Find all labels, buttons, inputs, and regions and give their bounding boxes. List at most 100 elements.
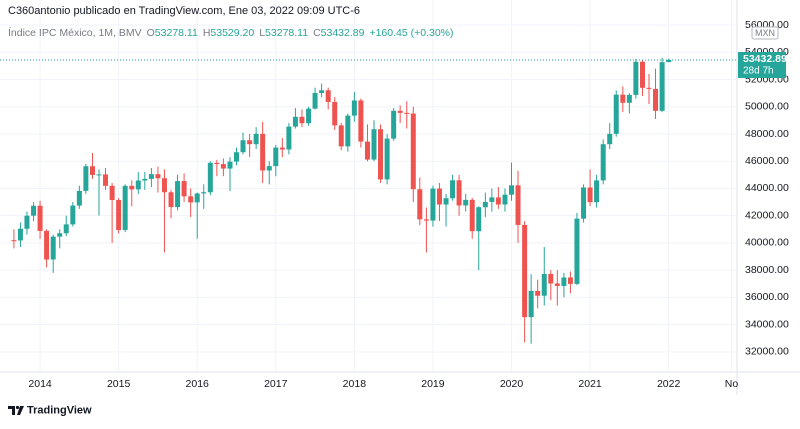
candle-body [234, 152, 239, 162]
x-tick-label: 2014 [28, 378, 52, 390]
candle-body [273, 147, 279, 167]
x-tick-label: No [725, 378, 739, 390]
candle-body [135, 180, 141, 190]
candle-body [194, 193, 200, 203]
candle-body [83, 166, 89, 191]
candle-body [384, 138, 390, 180]
legend: Índice IPC México, 1M, BMV O53278.11 H5352… [8, 26, 454, 39]
candle-body [443, 198, 449, 205]
last-price-box [738, 51, 786, 78]
candle-body [109, 185, 115, 201]
candle-body [358, 100, 364, 142]
legend-value: 53278.11 [265, 27, 308, 39]
candle-body [522, 224, 528, 318]
candle-body [495, 197, 501, 205]
candle-body [181, 181, 187, 197]
symbol: Índice IPC México, 1M, BMV [8, 26, 142, 39]
candle-body [201, 192, 207, 194]
candle-body [57, 233, 63, 237]
candle-body [450, 180, 456, 199]
legend-key: H [203, 27, 211, 39]
candle-body [587, 187, 593, 203]
candle-body [378, 129, 384, 180]
candle-body [417, 189, 423, 220]
x-tick-label: 2016 [186, 378, 210, 390]
candle-body [325, 90, 331, 102]
candle-body [220, 164, 226, 169]
candle-body [436, 188, 442, 205]
legend-key: L [259, 27, 265, 39]
candle-body [116, 200, 122, 230]
candle-body [148, 174, 154, 179]
candle-body [404, 112, 410, 114]
candle-body [319, 90, 325, 93]
legend-change: +160.45 (+0.30%) [369, 27, 453, 39]
tradingview-logo: TradingView [8, 404, 92, 416]
candle-body [364, 141, 370, 160]
logo-mark [8, 406, 15, 415]
candle-body [613, 94, 619, 134]
candle-body [391, 110, 397, 139]
legend-line: Índice IPC México, 1M, BMV O53278.11 H5352… [8, 26, 454, 39]
y-tick-label: 50000.00 [745, 101, 789, 113]
candle-body [240, 140, 246, 153]
y-tick-label: 34000.00 [745, 318, 789, 330]
candle-body [31, 205, 37, 216]
candle-body [456, 180, 462, 206]
legend-key: O [147, 27, 155, 39]
candle-body [63, 224, 69, 234]
candle-body [371, 129, 377, 160]
candle-body [600, 144, 606, 181]
candle-body [561, 277, 567, 286]
candle-body [653, 88, 659, 111]
candle-body [312, 92, 318, 109]
candle-body [76, 190, 82, 206]
candle-body [626, 94, 632, 103]
logo-mark [15, 405, 20, 410]
candle-body [554, 283, 560, 286]
candle-body [509, 185, 514, 195]
currency-box [751, 26, 779, 40]
candle-body [535, 290, 541, 296]
candle-body [620, 94, 626, 103]
candle-body [299, 116, 305, 124]
y-tick-label: 44000.00 [745, 182, 789, 194]
axes: 32000.00 34000.00 36000.00 38000.00 40000.00… [28, 19, 789, 390]
countdown: 28d 7h [743, 66, 774, 77]
candle-body [397, 110, 403, 113]
x-tick-label: 2019 [421, 378, 445, 390]
candle-body [574, 218, 580, 284]
candle-body [338, 125, 344, 147]
candle-body [50, 236, 56, 260]
candle-body [155, 174, 161, 179]
candle-body [214, 162, 220, 165]
candle-body [515, 185, 521, 225]
candle-body [122, 185, 128, 230]
candle-body [581, 187, 587, 219]
candle-body [142, 178, 148, 181]
y-tick-label: 32000.00 [745, 346, 789, 358]
x-tick-label: 2017 [264, 378, 288, 390]
candle-body [227, 161, 233, 169]
last-price-label: 53432.89 [743, 53, 787, 65]
candle-body [594, 180, 600, 203]
candle-body [17, 228, 23, 241]
candle-body [659, 62, 665, 111]
candle-body [502, 194, 508, 205]
candle-body [286, 126, 292, 150]
x-tick-label: 2018 [343, 378, 367, 390]
candle-body [423, 219, 429, 221]
x-tick-label: 2015 [107, 378, 131, 390]
candle-body [161, 178, 167, 193]
candle-body [175, 181, 181, 208]
candle-body [188, 196, 194, 203]
candle-body [666, 59, 672, 63]
candle-body [567, 277, 573, 284]
candle-body [103, 174, 109, 186]
x-tick-label: 2022 [657, 378, 681, 390]
candle-body [89, 166, 95, 175]
candle-body [607, 133, 613, 145]
y-tick-label: 42000.00 [745, 209, 789, 221]
candle-body [253, 133, 259, 145]
candle-body [332, 101, 338, 126]
